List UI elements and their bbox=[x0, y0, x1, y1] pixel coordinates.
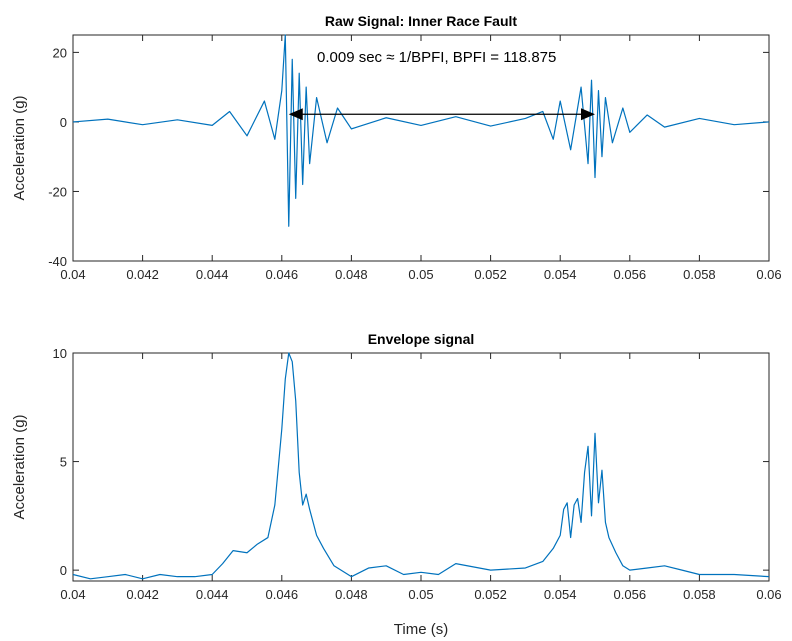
x-tick-label: 0.06 bbox=[756, 267, 781, 282]
raw-signal-x-ticks: 0.04 0.042 0.044 0.046 0.048 0.05 0.052 0.054 0.… bbox=[60, 35, 782, 282]
x-tick-label: 0.056 bbox=[614, 587, 647, 602]
envelope-plot-area bbox=[72, 352, 770, 582]
x-tick-label: 0.06 bbox=[756, 587, 781, 602]
x-tick-label: 0.044 bbox=[196, 267, 229, 282]
envelope-x-ticks: 0.04 0.042 0.044 0.046 0.048 0.05 0.052 0.054 0.… bbox=[60, 353, 782, 602]
y-tick-label: 0 bbox=[60, 115, 67, 130]
x-tick-label: 0.058 bbox=[683, 587, 716, 602]
x-tick-label: 0.052 bbox=[474, 267, 507, 282]
signal-line bbox=[72, 352, 770, 580]
x-tick-label: 0.058 bbox=[683, 267, 716, 282]
x-tick-label: 0.054 bbox=[544, 587, 577, 602]
envelope-y-ticks: 10 5 0 bbox=[53, 346, 769, 578]
x-tick-label: 0.056 bbox=[614, 267, 647, 282]
x-tick-label: 0.042 bbox=[126, 587, 159, 602]
x-tick-label: 0.052 bbox=[474, 587, 507, 602]
x-tick-label: 0.044 bbox=[196, 587, 229, 602]
arrow-head-left bbox=[288, 108, 303, 121]
signal-line bbox=[72, 34, 770, 227]
envelope-series bbox=[72, 352, 770, 580]
x-tick-label: 0.054 bbox=[544, 267, 577, 282]
bpfi-annotation: 0.009 sec ≈ 1/BPFI, BPFI = 118.875 bbox=[317, 49, 556, 66]
y-tick-label: 20 bbox=[53, 45, 67, 60]
x-tick-label: 0.048 bbox=[335, 267, 368, 282]
y-tick-label: -20 bbox=[48, 184, 67, 199]
period-arrow bbox=[288, 108, 595, 121]
y-tick-label: -40 bbox=[48, 254, 67, 269]
envelope-title: Envelope signal bbox=[368, 331, 475, 347]
x-tick-label: 0.046 bbox=[266, 267, 299, 282]
y-tick-label: 5 bbox=[60, 455, 67, 470]
envelope-x-axis-label: Time (s) bbox=[394, 621, 448, 638]
y-tick-label: 10 bbox=[53, 346, 67, 361]
x-tick-label: 0.04 bbox=[60, 587, 85, 602]
x-tick-label: 0.048 bbox=[335, 587, 368, 602]
raw-signal-y-ticks: 20 0 -20 -40 bbox=[48, 45, 769, 269]
raw-signal-title: Raw Signal: Inner Race Fault bbox=[325, 13, 517, 29]
raw-signal-series bbox=[72, 34, 770, 227]
raw-signal-axes: Raw Signal: Inner Race Fault Acceleratio… bbox=[11, 13, 782, 282]
x-tick-label: 0.04 bbox=[60, 267, 85, 282]
x-tick-label: 0.05 bbox=[408, 587, 433, 602]
x-tick-label: 0.046 bbox=[266, 587, 299, 602]
raw-signal-plot-area bbox=[72, 34, 770, 262]
envelope-y-axis-label: Acceleration (g) bbox=[11, 414, 28, 519]
arrow-head-right bbox=[581, 108, 595, 121]
x-tick-label: 0.05 bbox=[408, 267, 433, 282]
raw-signal-y-axis-label: Acceleration (g) bbox=[11, 95, 28, 200]
y-tick-label: 0 bbox=[60, 563, 67, 578]
envelope-axes: Envelope signal Acceleration (g) Time (s… bbox=[11, 331, 782, 638]
x-tick-label: 0.042 bbox=[126, 267, 159, 282]
